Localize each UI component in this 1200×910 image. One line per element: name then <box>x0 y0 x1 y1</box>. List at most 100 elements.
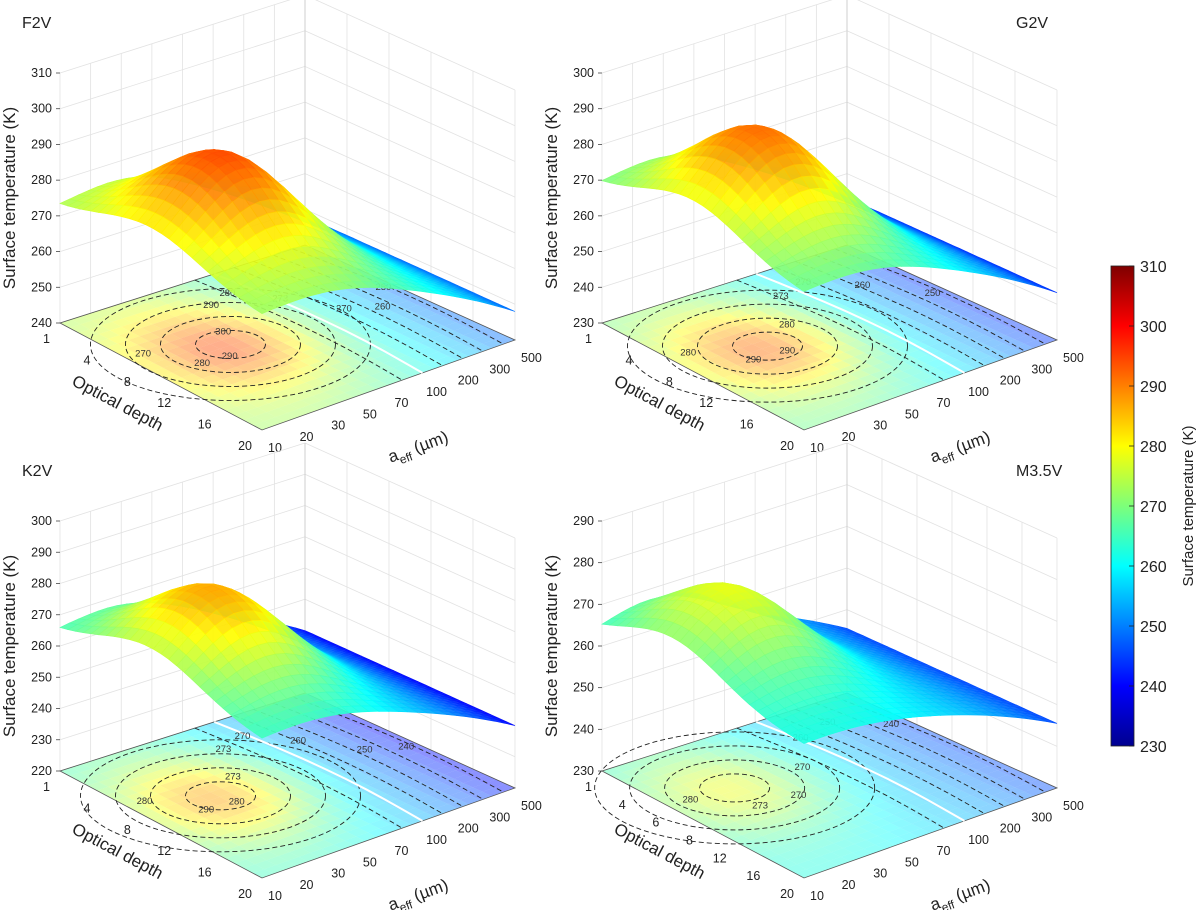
floor-cell <box>666 306 688 315</box>
floor-cell <box>226 358 248 367</box>
floor-cell <box>868 332 890 341</box>
grid-line <box>304 101 516 198</box>
floor-cell <box>96 786 118 796</box>
z-tick-label: 280 <box>31 577 52 591</box>
floor-cell <box>152 768 174 777</box>
floor-cell <box>315 335 337 345</box>
contour-label: 280 <box>680 347 696 358</box>
floor-cell <box>253 333 275 343</box>
floor-cell <box>145 307 166 316</box>
floor-cell <box>832 352 854 361</box>
floor-cell <box>311 306 333 315</box>
floor-cell <box>723 373 745 383</box>
floor-cell <box>109 326 131 336</box>
floor-cell <box>792 389 813 399</box>
floor-cell <box>169 338 190 347</box>
floor-cell <box>473 335 494 344</box>
z-tick-label: 280 <box>31 173 52 187</box>
floor-cell <box>917 346 939 355</box>
floor-cell <box>195 361 216 370</box>
floor-cell <box>927 304 949 313</box>
floor-cell <box>849 370 871 379</box>
floor-cell <box>96 338 118 348</box>
floor-cell <box>186 309 207 318</box>
z-tick-label: 300 <box>573 66 594 80</box>
floor-cell <box>336 290 358 299</box>
floor-cell <box>249 350 271 360</box>
floor-cell <box>205 318 226 328</box>
floor-cell <box>717 313 738 322</box>
grid-line <box>304 598 516 695</box>
floor-cell <box>459 347 481 357</box>
floor-cell <box>419 338 441 348</box>
contour-line <box>697 317 838 375</box>
floor-cell <box>948 351 970 360</box>
floor-cell <box>375 346 397 355</box>
z-tick-label: 270 <box>31 608 52 622</box>
floor-cell <box>901 328 922 338</box>
floor-cell <box>969 351 990 361</box>
panel-f2v-x-axis-label: Optical depth <box>69 371 166 435</box>
x-tick-label: 20 <box>780 439 794 453</box>
floor-cell <box>243 376 264 385</box>
floor-cell <box>719 305 740 314</box>
floor-cell <box>765 282 787 291</box>
floor-cell <box>296 326 318 336</box>
floor-cell <box>681 332 702 342</box>
floor-cell <box>791 304 813 313</box>
floor-cell <box>820 317 841 327</box>
floor-cell <box>746 366 767 375</box>
floor-cell <box>283 741 305 750</box>
floor-cell <box>251 743 273 753</box>
floor-cell <box>725 365 747 374</box>
floor-cell <box>870 278 892 287</box>
floor-cell <box>317 327 339 336</box>
floor-cell <box>878 336 900 345</box>
floor-cell <box>835 382 857 392</box>
floor-cell <box>695 359 717 368</box>
floor-cell <box>259 394 281 404</box>
floor-cell <box>199 344 220 353</box>
floor-cell <box>193 770 215 779</box>
floor-cell <box>234 371 255 381</box>
floor-cell <box>368 333 390 342</box>
x-tick-label: 16 <box>198 866 212 880</box>
floor-cell <box>229 389 251 398</box>
floor-cell <box>167 748 189 757</box>
floor-cell <box>906 304 928 313</box>
floor-cell <box>328 370 349 380</box>
z-tick-label: 260 <box>31 639 52 653</box>
floor-cell <box>240 346 261 355</box>
floor-cell <box>203 281 224 290</box>
floor-cell <box>799 403 820 413</box>
floor-cell <box>387 296 409 305</box>
floor-cell <box>215 362 237 371</box>
floor-cell <box>233 734 254 744</box>
floor-cell <box>940 338 962 347</box>
floor-cell <box>162 325 183 334</box>
floor-cell <box>294 737 316 746</box>
floor-cell <box>904 312 926 321</box>
floor-cell <box>274 736 295 745</box>
floor-cell <box>778 402 800 412</box>
floor-cell <box>452 335 473 344</box>
surface-cell <box>497 719 516 726</box>
floor-cell <box>137 341 158 350</box>
floor-cell <box>330 362 351 371</box>
panel-f2v-grid <box>59 0 516 341</box>
floor-cell <box>992 343 1013 352</box>
floor-cell <box>921 329 943 338</box>
floor-cell <box>154 312 176 321</box>
floor-cell <box>153 359 175 368</box>
floor-cell <box>925 359 947 368</box>
floor-cell <box>268 399 290 409</box>
grid-line <box>857 0 1058 91</box>
y-tick-label: 200 <box>458 822 479 836</box>
contour-label: 273 <box>752 800 768 811</box>
floor-cell <box>123 762 144 772</box>
floor-cell <box>415 309 437 318</box>
floor-cell <box>357 291 378 300</box>
floor-cell <box>733 285 755 294</box>
floor-cell <box>208 750 230 759</box>
floor-cell <box>370 324 392 334</box>
